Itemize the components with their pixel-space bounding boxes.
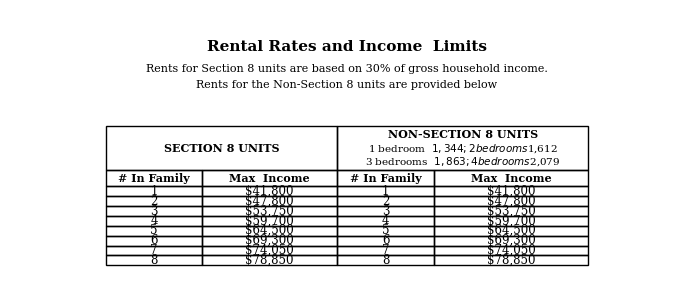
Text: $53,750: $53,750: [245, 204, 294, 218]
Bar: [337, 245, 434, 256]
Bar: [337, 216, 434, 226]
Bar: [434, 226, 588, 236]
Bar: [434, 216, 588, 226]
Text: SECTION 8 UNITS: SECTION 8 UNITS: [164, 143, 279, 154]
Text: $74,050: $74,050: [245, 244, 294, 257]
Text: Rental Rates and Income  Limits: Rental Rates and Income Limits: [207, 40, 487, 54]
Text: # In Family: # In Family: [118, 173, 190, 184]
Text: # In Family: # In Family: [350, 173, 422, 184]
Bar: [106, 196, 202, 206]
Text: Rents for Section 8 units are based on 30% of gross household income.: Rents for Section 8 units are based on 3…: [146, 64, 548, 74]
Bar: [337, 226, 434, 236]
Bar: [337, 196, 434, 206]
Text: $59,700: $59,700: [245, 215, 294, 227]
Bar: [202, 216, 337, 226]
Text: Max  Income: Max Income: [471, 173, 551, 184]
Text: 8: 8: [150, 254, 158, 267]
Bar: [106, 256, 202, 265]
Text: 1: 1: [150, 185, 158, 198]
Bar: [337, 170, 434, 186]
Bar: [434, 170, 588, 186]
Bar: [434, 206, 588, 216]
Bar: [337, 206, 434, 216]
Text: 5: 5: [150, 224, 158, 237]
Text: 4: 4: [150, 215, 158, 227]
Bar: [202, 226, 337, 236]
Text: $41,800: $41,800: [487, 185, 536, 198]
Text: 2: 2: [382, 195, 389, 208]
Bar: [434, 256, 588, 265]
Bar: [106, 186, 202, 196]
Bar: [434, 196, 588, 206]
Bar: [106, 226, 202, 236]
Text: 3: 3: [382, 204, 389, 218]
Text: 4: 4: [382, 215, 389, 227]
Text: $59,700: $59,700: [487, 215, 536, 227]
Text: $78,850: $78,850: [487, 254, 536, 267]
Bar: [106, 126, 337, 170]
Text: 3: 3: [150, 204, 158, 218]
Bar: [337, 236, 434, 245]
Text: $74,050: $74,050: [487, 244, 536, 257]
Text: $47,800: $47,800: [487, 195, 536, 208]
Bar: [106, 236, 202, 245]
Text: 3 bedrooms  $1,863; 4 bedrooms  $2,079: 3 bedrooms $1,863; 4 bedrooms $2,079: [365, 156, 561, 168]
Text: 8: 8: [382, 254, 389, 267]
Text: $41,800: $41,800: [246, 185, 294, 198]
Text: $64,500: $64,500: [245, 224, 294, 237]
Text: 1 bedroom  $1,344;   2 bedrooms  $1,612: 1 bedroom $1,344; 2 bedrooms $1,612: [368, 143, 558, 155]
Bar: [202, 206, 337, 216]
Text: 7: 7: [150, 244, 158, 257]
Text: 2: 2: [150, 195, 158, 208]
Bar: [106, 206, 202, 216]
Text: $69,300: $69,300: [245, 234, 294, 247]
Bar: [106, 216, 202, 226]
Bar: [202, 245, 337, 256]
Text: 1: 1: [382, 185, 389, 198]
Text: 6: 6: [382, 234, 389, 247]
Text: 5: 5: [382, 224, 389, 237]
Bar: [434, 186, 588, 196]
Text: NON-SECTION 8 UNITS: NON-SECTION 8 UNITS: [388, 129, 538, 140]
Text: Max  Income: Max Income: [230, 173, 310, 184]
Bar: [337, 126, 588, 170]
Bar: [106, 170, 202, 186]
Bar: [434, 245, 588, 256]
Text: Rents for the Non-Section 8 units are provided below: Rents for the Non-Section 8 units are pr…: [196, 80, 498, 90]
Text: $47,800: $47,800: [246, 195, 294, 208]
Text: 6: 6: [150, 234, 158, 247]
Bar: [106, 245, 202, 256]
Bar: [202, 170, 337, 186]
Bar: [337, 186, 434, 196]
Text: 7: 7: [382, 244, 389, 257]
Bar: [202, 196, 337, 206]
Bar: [202, 186, 337, 196]
Text: $64,500: $64,500: [487, 224, 536, 237]
Bar: [202, 236, 337, 245]
Bar: [434, 236, 588, 245]
Bar: [337, 256, 434, 265]
Bar: [202, 256, 337, 265]
Text: $53,750: $53,750: [487, 204, 536, 218]
Text: $69,300: $69,300: [487, 234, 536, 247]
Text: $78,850: $78,850: [246, 254, 294, 267]
